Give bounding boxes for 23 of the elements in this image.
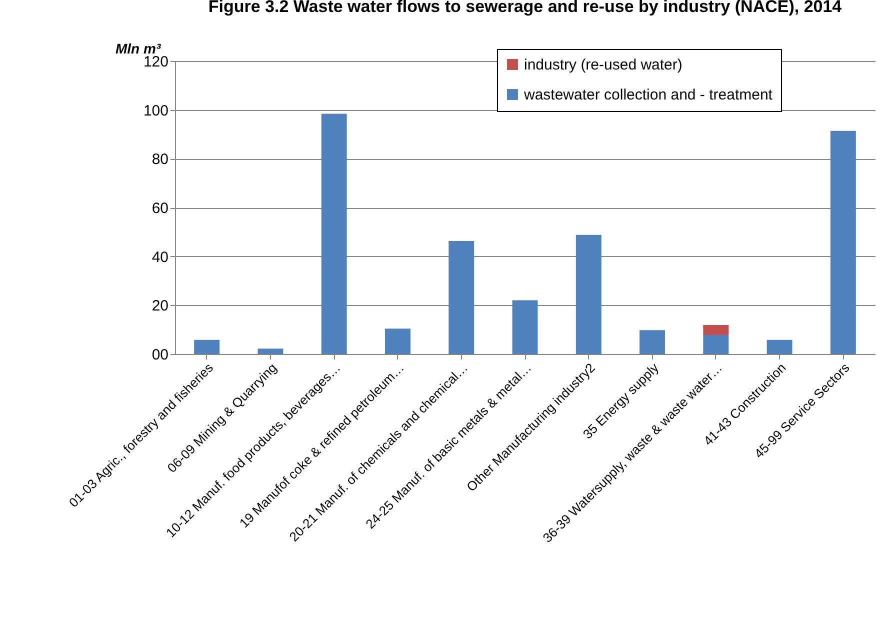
bar — [576, 234, 602, 354]
bar — [258, 348, 284, 354]
y-axis-title: Mln m³ — [116, 40, 161, 56]
bar — [640, 330, 665, 354]
y-tick-label: 120 — [143, 54, 168, 70]
bar — [703, 324, 729, 335]
legend-label: wastewater collection and - treatment — [523, 86, 774, 104]
y-tick-label: 00 — [152, 346, 168, 364]
bar — [321, 114, 347, 354]
legend-label: industry (re-used water) — [524, 56, 682, 74]
bar — [194, 340, 220, 354]
bar — [385, 328, 410, 354]
y-tick-label: 20 — [152, 298, 168, 315]
bar — [448, 240, 474, 354]
bar — [512, 300, 538, 354]
chart-title: Figure 3.2 Waste water flows to sewerage and re-use by industry (NACE), 2014 — [208, 0, 842, 16]
bar — [830, 130, 856, 354]
y-tick-label: 60 — [152, 200, 168, 217]
y-tick-label: 100 — [143, 102, 168, 120]
bar — [766, 340, 792, 354]
y-tick-label: 40 — [152, 248, 168, 266]
bar — [703, 334, 729, 354]
y-tick-label: 80 — [152, 151, 168, 168]
